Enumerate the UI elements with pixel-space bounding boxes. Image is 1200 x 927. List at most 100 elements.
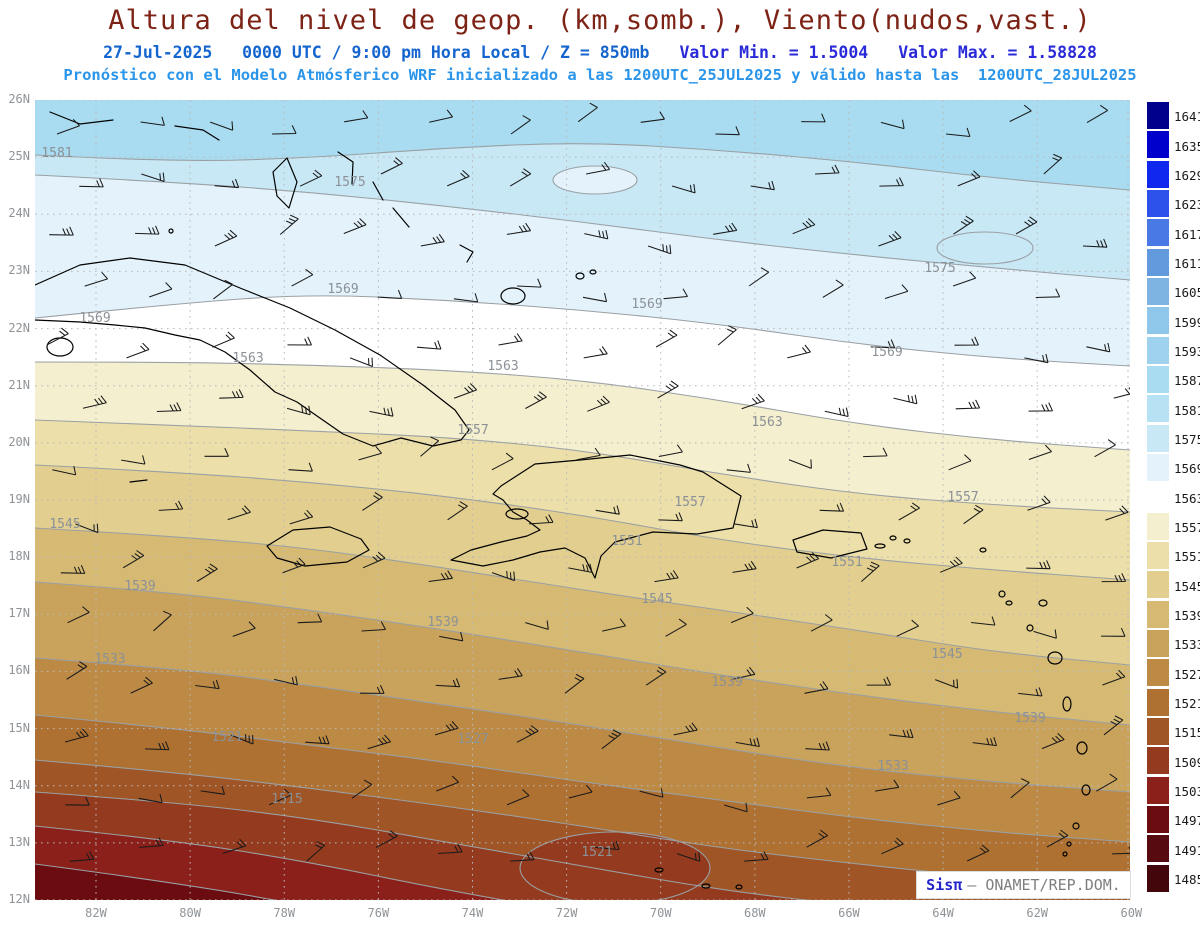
wind-barb	[1010, 778, 1030, 799]
wind-barb	[1009, 104, 1032, 122]
wind-barb	[268, 788, 292, 806]
wind-barb	[568, 563, 593, 573]
wind-barb	[67, 606, 90, 624]
wind-barb	[362, 551, 386, 569]
contour-label: 1557	[674, 495, 705, 510]
wind-barb	[130, 676, 153, 694]
wind-barb	[940, 556, 963, 573]
wind-barb	[1100, 627, 1126, 637]
wind-barb	[351, 779, 373, 799]
contour-label: 1569	[871, 345, 902, 360]
wind-barb	[748, 267, 770, 287]
wind-barb	[1094, 439, 1116, 458]
island-outline	[701, 883, 711, 889]
wind-barb	[955, 399, 981, 410]
contour-label: 1533	[94, 652, 125, 667]
coastline	[49, 111, 114, 125]
wind-barb	[801, 113, 826, 123]
lon-tick-label: 60W	[1120, 906, 1143, 920]
contour-label: 1575	[334, 175, 365, 190]
latlon-grid	[35, 100, 1130, 900]
wind-barb	[875, 779, 900, 792]
wind-barb	[819, 502, 845, 512]
wind-barb	[210, 121, 234, 131]
colorbar-label: 1545	[1174, 578, 1200, 594]
wind-barb	[878, 231, 902, 247]
wind-barb	[937, 790, 961, 806]
datetime-label: 27-Jul-2025 0000 UTC / 9:00 pm Hora Loca…	[103, 43, 650, 62]
wind-barb	[582, 292, 608, 303]
wind-barb	[79, 178, 104, 188]
wind-barb	[898, 502, 920, 521]
island-outline	[654, 867, 664, 873]
wind-barb	[1026, 560, 1051, 570]
wind-barb	[870, 339, 896, 349]
wind-barb	[369, 407, 394, 417]
wind-barb	[889, 728, 914, 739]
wind-barb	[439, 631, 464, 642]
map-canvas: 1581 1575 1575 1569 1569 1569 1569 1563 1563 1563…	[35, 100, 1130, 900]
island-outline	[589, 269, 597, 275]
wind-barb	[587, 395, 610, 412]
wind-barb	[1024, 353, 1049, 364]
wind-barb	[139, 837, 164, 848]
colorbar-cell	[1147, 190, 1169, 218]
wind-barb	[230, 734, 254, 745]
wind-barb	[564, 673, 585, 694]
colorbar-cell	[1147, 512, 1169, 540]
wind-barb	[516, 725, 539, 743]
lat-tick-label: 19N	[8, 492, 30, 506]
wind-barb	[126, 342, 150, 359]
contour-1581	[35, 143, 1130, 191]
colorbar-label: 1635	[1174, 138, 1200, 154]
wind-barb	[946, 127, 971, 138]
wind-barb	[880, 119, 905, 130]
wind-barb	[658, 444, 683, 458]
island-outline	[575, 272, 585, 280]
lat-tick-label: 23N	[8, 263, 30, 278]
valor-max-label: Valor Max. = 1.58828	[898, 43, 1097, 62]
colorbar-label: 1569	[1174, 461, 1200, 477]
contour-label: 1563	[232, 351, 263, 366]
wind-barb	[966, 844, 990, 862]
wind-barb	[665, 618, 687, 637]
wind-barb	[279, 214, 299, 235]
lon-tick-label: 74W	[461, 906, 484, 920]
wind-barb	[212, 331, 235, 348]
wind-barb	[731, 666, 756, 681]
wind-barb	[645, 666, 667, 686]
wind-barb	[420, 234, 445, 247]
colorbar-cell	[1147, 160, 1169, 188]
wind-barb	[1086, 342, 1111, 353]
wind-barb	[498, 333, 523, 346]
wind-barb	[66, 661, 88, 680]
wind-barb	[715, 126, 740, 136]
wind-barb	[952, 271, 977, 287]
contour-label: 1539	[1014, 711, 1045, 726]
wind-barb	[663, 288, 688, 300]
lon-tick-label: 62W	[1026, 906, 1049, 920]
wind-barb	[435, 678, 461, 688]
wind-barb	[153, 610, 172, 632]
lat-tick-label: 13N	[8, 834, 30, 849]
wind-barb	[288, 462, 313, 472]
island-outline	[889, 535, 897, 541]
wind-barb	[788, 459, 812, 469]
wind-barb	[1028, 444, 1052, 460]
contour-label: 1563	[487, 359, 518, 374]
colorbar-label: 1509	[1174, 754, 1200, 770]
lat-tick-label: 12N	[8, 892, 30, 906]
wind-barb	[64, 728, 89, 743]
wind-barb	[286, 405, 311, 416]
colorbar-label: 1497	[1174, 813, 1200, 829]
wind-barb	[453, 293, 479, 303]
colorbar-cell	[1147, 630, 1169, 658]
island-outline	[1062, 851, 1068, 857]
sispi-logo: Sisπ	[926, 876, 963, 894]
wind-barb	[810, 614, 833, 632]
colorbar-cell	[1147, 424, 1169, 452]
wind-barb	[824, 407, 849, 418]
colorbar-cell	[1147, 659, 1169, 687]
